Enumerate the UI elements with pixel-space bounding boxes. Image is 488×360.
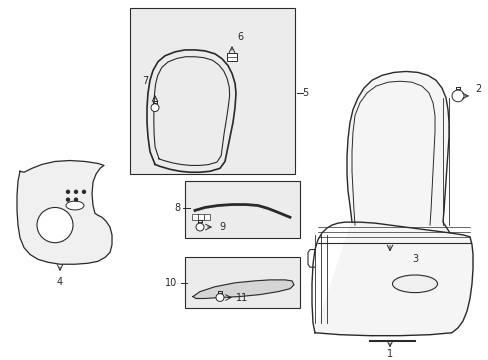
Circle shape [82,190,85,193]
Circle shape [196,223,203,231]
Circle shape [451,90,463,102]
Circle shape [66,190,69,193]
Bar [203,214,209,220]
Circle shape [151,104,159,112]
Ellipse shape [392,275,437,293]
Bar [198,214,203,220]
Circle shape [74,198,77,201]
Bar [192,214,198,220]
Bar [226,53,237,61]
Text: 6: 6 [237,32,243,42]
Circle shape [37,207,73,243]
Text: 10: 10 [164,278,177,288]
Circle shape [216,294,224,301]
Circle shape [66,198,69,201]
Text: 11: 11 [235,293,247,302]
Text: 2: 2 [474,84,480,94]
Ellipse shape [66,201,84,210]
Polygon shape [193,280,293,298]
Bar [184,257,299,308]
Text: 5: 5 [301,88,307,98]
Text: 1: 1 [386,349,392,359]
Text: 8: 8 [174,203,180,213]
Polygon shape [314,71,472,336]
Bar [184,181,299,238]
Polygon shape [17,161,112,264]
Text: 3: 3 [411,254,417,264]
Text: 4: 4 [57,277,63,287]
Bar [130,8,294,174]
Text: 7: 7 [142,76,148,86]
Circle shape [74,190,77,193]
Text: 9: 9 [219,222,224,232]
